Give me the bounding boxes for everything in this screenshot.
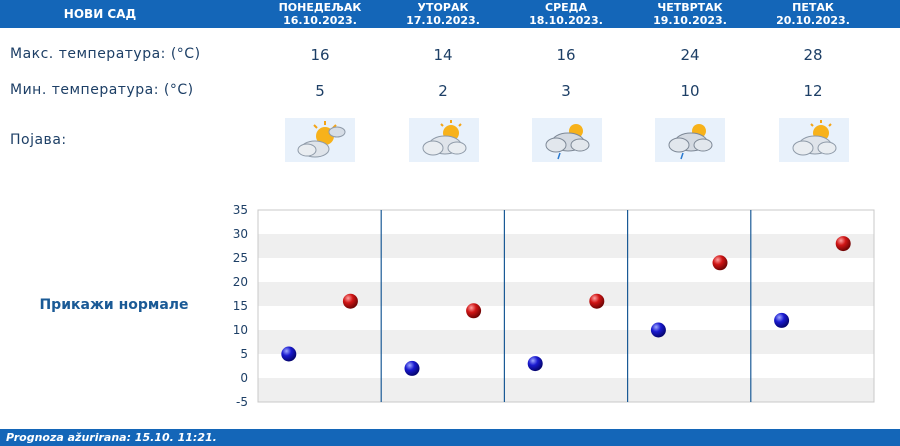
day-name: СРЕДА	[545, 1, 587, 14]
y-tick-label: 0	[240, 371, 248, 385]
forecast-header: НОВИ САД ПОНЕДЕЉАК 16.10.2023. УТОРАК 17…	[0, 0, 900, 28]
grid-band	[258, 378, 874, 402]
max-temp-point	[342, 293, 358, 309]
day-header-2: УТОРАК 17.10.2023.	[381, 0, 505, 29]
grid-band	[258, 354, 874, 378]
day-date: 19.10.2023.	[653, 14, 727, 27]
day-name: ЧЕТВРТАК	[657, 1, 723, 14]
min-temp-label: Мин. температура: (°C)	[10, 82, 194, 98]
max-temp-point	[466, 303, 482, 319]
max-temp-value: 16	[556, 46, 576, 64]
phenomenon-label: Појава:	[10, 132, 67, 148]
grid-band	[258, 210, 874, 234]
y-tick-label: 15	[233, 299, 248, 313]
min-temp-value: 2	[438, 82, 448, 100]
grid-band	[258, 258, 874, 282]
min-temp-point	[774, 312, 790, 328]
sun-cloud-icon	[779, 118, 849, 162]
temperature-chart: 35 30 25 20 15 10 5 0 -5	[233, 203, 875, 409]
y-tick-label: -5	[236, 395, 248, 409]
sun-cloud-light-rain-icon	[655, 118, 725, 162]
max-temp-point	[712, 255, 728, 271]
min-temp-value: 10	[680, 82, 700, 100]
day-header-5: ПЕТАК 20.10.2023.	[751, 0, 875, 29]
min-temp-point	[404, 360, 420, 376]
day-date: 16.10.2023.	[283, 14, 357, 27]
max-temp-label: Макс. температура: (°C)	[10, 46, 201, 62]
max-temp-value: 28	[803, 46, 823, 64]
day-name: ПОНЕДЕЉАК	[278, 1, 362, 14]
y-tick-label: 20	[233, 275, 248, 289]
day-date: 17.10.2023.	[406, 14, 480, 27]
day-date: 18.10.2023.	[529, 14, 603, 27]
day-header-4: ЧЕТВРТАК 19.10.2023.	[628, 0, 752, 29]
show-normals-button[interactable]: Прикажи нормале	[39, 297, 189, 313]
day-header-3: СРЕДА 18.10.2023.	[504, 0, 628, 29]
y-tick-label: 10	[233, 323, 248, 337]
day-name: ПЕТАК	[792, 1, 834, 14]
min-temp-value: 3	[561, 82, 571, 100]
max-temp-value: 16	[310, 46, 330, 64]
min-temp-point	[650, 322, 666, 338]
grid-band	[258, 234, 874, 258]
sun-cloud-icon	[409, 118, 479, 162]
grid-band	[258, 306, 874, 330]
day-name: УТОРАК	[417, 1, 469, 14]
max-temp-value: 24	[680, 46, 700, 64]
sun-cloud-icon	[285, 118, 355, 162]
y-tick-label: 35	[233, 203, 248, 217]
update-footer: Prognoza ažurirana: 15.10. 11:21.	[0, 429, 900, 446]
min-temp-value: 12	[803, 82, 823, 100]
grid-band	[258, 330, 874, 354]
plot-frame	[257, 209, 875, 403]
grid-band	[258, 282, 874, 306]
max-temp-value: 14	[433, 46, 453, 64]
min-temp-value: 5	[315, 82, 325, 100]
city-name: НОВИ САД	[63, 7, 137, 21]
sun-cloud-light-rain-icon	[532, 118, 602, 162]
y-tick-label: 25	[233, 251, 248, 265]
max-temp-point	[835, 236, 851, 252]
min-temp-point	[527, 356, 543, 372]
max-temp-point	[589, 293, 605, 309]
min-temp-point	[281, 346, 297, 362]
day-date: 20.10.2023.	[776, 14, 850, 27]
y-tick-label: 5	[240, 347, 248, 361]
y-tick-label: 30	[233, 227, 248, 241]
day-header-1: ПОНЕДЕЉАК 16.10.2023.	[258, 0, 382, 29]
update-text: Prognoza ažurirana: 15.10. 11:21.	[6, 431, 217, 444]
